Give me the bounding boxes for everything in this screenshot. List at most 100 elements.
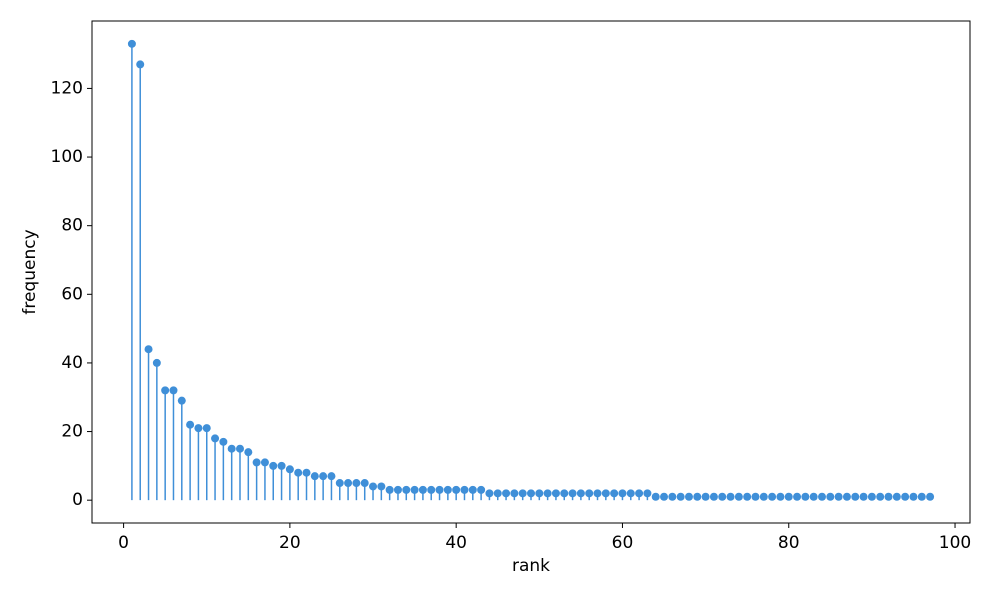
- stem-marker: [144, 345, 153, 354]
- stem-marker: [660, 492, 669, 501]
- stem-marker: [269, 461, 278, 470]
- stem-marker: [876, 492, 885, 501]
- stem-marker: [335, 479, 344, 488]
- stem-marker: [136, 60, 145, 69]
- stem-marker: [809, 492, 818, 501]
- stem-marker: [867, 492, 876, 501]
- stem-marker: [718, 492, 727, 501]
- stem-marker: [709, 492, 718, 501]
- stem-marker: [618, 489, 627, 498]
- stem-marker: [776, 492, 785, 501]
- stem-marker: [152, 358, 161, 367]
- stem-marker: [369, 482, 378, 491]
- stem-marker: [443, 485, 452, 494]
- stem-marker: [543, 489, 552, 498]
- x-tick-label: 100: [939, 533, 971, 553]
- stem-marker: [527, 489, 535, 498]
- stem-marker: [768, 492, 777, 501]
- stem-marker: [244, 448, 253, 457]
- stem-marker: [377, 482, 386, 491]
- stem-marker: [460, 485, 469, 494]
- stem-marker: [610, 489, 619, 498]
- stem-marker: [593, 489, 602, 498]
- stem-marker: [676, 492, 685, 501]
- stem-marker: [751, 492, 760, 501]
- stem-marker: [818, 492, 827, 501]
- stem-marker: [826, 492, 835, 501]
- stem-marker: [227, 444, 236, 453]
- stem-marker: [842, 492, 851, 501]
- stem-marker: [393, 485, 402, 494]
- stem-marker: [177, 396, 186, 405]
- stem-marker: [684, 492, 693, 501]
- stem-marker: [418, 485, 427, 494]
- stem-marker: [285, 465, 294, 474]
- stem-marker: [909, 492, 918, 501]
- stem-marker: [551, 489, 560, 498]
- stem-marker: [601, 489, 610, 498]
- stem-marker: [477, 485, 486, 494]
- stem-marker: [302, 468, 311, 477]
- stem-marker: [668, 492, 677, 501]
- stem-marker: [734, 492, 743, 501]
- stem-marker: [260, 458, 269, 467]
- stem-marker: [202, 424, 211, 433]
- stem-marker: [585, 489, 594, 498]
- stem-marker: [651, 492, 660, 501]
- stem-marker: [352, 479, 361, 488]
- plot-frame: [91, 20, 971, 524]
- stem-marker: [427, 485, 436, 494]
- stem-marker: [468, 485, 477, 494]
- stem-marker: [219, 437, 228, 446]
- stem-marker: [127, 39, 136, 48]
- stem-marker: [319, 472, 328, 481]
- stem-marker: [917, 492, 926, 501]
- stem-marker: [410, 485, 419, 494]
- y-tick-label: 60: [61, 284, 83, 304]
- stem-marker: [161, 386, 170, 395]
- stem-marker: [485, 489, 494, 498]
- stem-marker: [793, 492, 802, 501]
- y-tick-label: 40: [61, 353, 83, 373]
- stem-marker: [452, 485, 461, 494]
- stem-marker: [277, 461, 286, 470]
- stem-marker: [435, 485, 444, 494]
- stem-marker: [560, 489, 569, 498]
- stem-marker: [169, 386, 178, 395]
- stem-marker: [510, 489, 519, 498]
- stem-marker: [851, 492, 860, 501]
- stem-marker: [892, 492, 901, 501]
- stem-marker: [344, 479, 353, 488]
- y-tick-label: 120: [51, 78, 83, 98]
- stem-marker: [901, 492, 910, 501]
- y-tick-label: 20: [61, 422, 83, 442]
- stem-marker: [759, 492, 768, 501]
- stem-marker: [235, 444, 244, 453]
- stem-marker: [385, 485, 394, 494]
- stem-marker: [294, 468, 303, 477]
- stem-marker: [568, 489, 577, 498]
- stem-marker: [310, 472, 319, 481]
- x-tick-label: 80: [778, 533, 800, 553]
- stem-marker: [576, 489, 585, 498]
- stem-marker: [926, 492, 935, 501]
- stem-marker: [626, 489, 635, 498]
- stem-marker: [194, 424, 203, 433]
- stem-marker: [784, 492, 793, 501]
- y-tick-label: 80: [61, 216, 83, 236]
- x-tick-label: 0: [118, 533, 129, 553]
- stem-marker: [884, 492, 893, 501]
- x-tick-label: 60: [612, 533, 634, 553]
- stem-marker: [701, 492, 710, 501]
- x-tick-label: 20: [279, 533, 301, 553]
- stem-marker: [801, 492, 810, 501]
- stem-marker: [252, 458, 261, 467]
- stem-marker: [211, 434, 220, 443]
- stem-marker: [859, 492, 868, 501]
- y-tick-label: 100: [51, 147, 83, 167]
- x-axis-label: rank: [512, 556, 550, 576]
- stem-marker: [635, 489, 644, 498]
- stem-marker: [402, 485, 411, 494]
- stem-marker: [693, 492, 702, 501]
